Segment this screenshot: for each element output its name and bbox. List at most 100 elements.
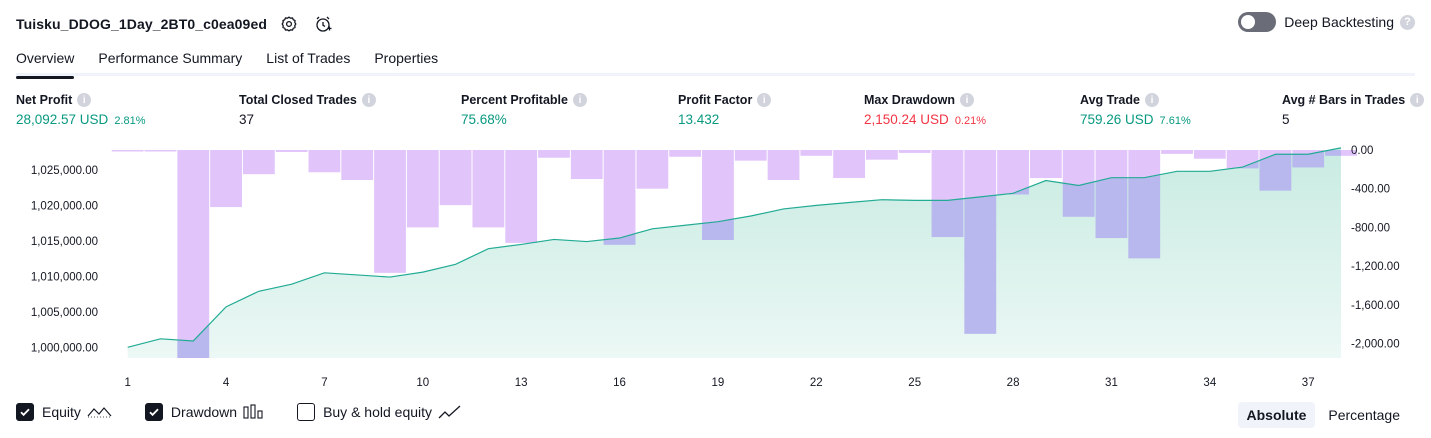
x-tick-label: 25 (908, 377, 921, 389)
info-icon[interactable]: i (1410, 93, 1425, 107)
info-icon[interactable]: i (757, 93, 772, 107)
settings-gear-icon[interactable] (277, 12, 301, 36)
metric-max-drawdown: Max Drawdown i 2,150.24 USD 0.21% (864, 93, 986, 127)
absolute-button[interactable]: Absolute (1237, 402, 1316, 428)
drawdown-bar (636, 150, 669, 189)
drawdown-tick-label: -2,000.00 (1351, 338, 1400, 350)
info-icon[interactable]: i (572, 93, 587, 107)
equity-polyline (127, 147, 1342, 348)
metric-value: 2,150.24 USD (864, 112, 949, 127)
x-tick-label: 10 (416, 377, 429, 389)
buy-hold-checkbox[interactable] (297, 403, 316, 421)
metric-label: Avg # Bars in Trades (1282, 93, 1406, 107)
drawdown-bar (669, 150, 702, 157)
trade-number-axis: 1 4 7 10 13 16 19 22 25 28 31 34 37 (124, 377, 1314, 389)
toggle-knob (1241, 15, 1256, 29)
drawdown-bar (210, 150, 242, 208)
drawdown-bar (833, 150, 866, 179)
info-icon[interactable]: i (77, 93, 92, 107)
metric-label: Max Drawdown (864, 93, 955, 107)
drawdown-bar (800, 150, 833, 156)
drawdown-bar (570, 150, 603, 180)
x-tick-label: 16 (613, 377, 626, 389)
info-icon[interactable]: i (361, 93, 376, 107)
drawdown-tick-label: -800.00 (1351, 222, 1390, 234)
equity-tick-label: 1,025,000.00 (31, 165, 98, 177)
drawdown-bar (603, 150, 636, 245)
drawdown-bar (406, 150, 439, 228)
x-tick-label: 37 (1302, 377, 1315, 389)
equity-line (127, 147, 1342, 348)
equity-drawdown-chart[interactable]: 1,000,000.00 1,005,000.00 1,010,000.00 1,01… (0, 140, 1431, 395)
report-tabs: Overview Performance Summary List of Tra… (16, 44, 1415, 79)
add-alert-clock-icon[interactable] (311, 12, 335, 36)
drawdown-tick-label: -1,200.00 (1351, 261, 1400, 273)
drawdown-bar (177, 150, 210, 358)
percentage-button[interactable]: Percentage (1328, 407, 1400, 423)
x-tick-label: 13 (515, 377, 528, 389)
drawdown-bar (374, 150, 406, 273)
tab-list-of-trades[interactable]: List of Trades (266, 50, 351, 66)
legend-label: Drawdown (170, 404, 238, 420)
drawdown-bar (341, 150, 374, 180)
equity-line-icon (87, 404, 113, 420)
legend-drawdown[interactable]: Drawdown (144, 403, 265, 421)
drawdown-bar (308, 150, 341, 173)
drawdown-overlap-bar (1325, 150, 1341, 156)
deep-backtesting-label: Deep Backtesting (1284, 14, 1394, 30)
help-icon[interactable]: ? (1400, 14, 1415, 30)
x-tick-label: 7 (321, 377, 327, 389)
equity-checkbox[interactable] (16, 403, 34, 421)
legend-label: Buy & hold equity (323, 404, 433, 420)
x-tick-label: 22 (810, 377, 823, 389)
x-tick-label: 34 (1203, 377, 1216, 389)
tab-overview[interactable]: Overview (16, 44, 75, 79)
equity-area (127, 147, 1341, 358)
drawdown-bar (111, 150, 144, 152)
legend-equity[interactable]: Equity (16, 403, 113, 421)
equity-tick-label: 1,015,000.00 (31, 236, 98, 248)
x-tick-label: 4 (223, 377, 230, 389)
info-icon[interactable]: i (960, 93, 974, 107)
drawdown-tick-label: -400.00 (1351, 184, 1390, 196)
tab-properties[interactable]: Properties (374, 50, 439, 66)
drawdown-bar (439, 150, 472, 206)
metric-percent: 0.21% (954, 115, 987, 127)
metric-percent: 7.61% (1159, 115, 1191, 127)
metrics-row: Net Profit i 28,092.57 USD 2.81% Total Clo… (0, 93, 1431, 133)
metric-value: 759.26 USD (1080, 112, 1154, 127)
drawdown-bar (1193, 150, 1226, 159)
equity-tick-label: 1,020,000.00 (31, 200, 98, 212)
drawdown-bar (734, 150, 767, 161)
drawdown-bar (1029, 150, 1062, 179)
equity-tick-label: 1,000,000.00 (31, 342, 98, 354)
equity-tick-label: 1,005,000.00 (31, 307, 98, 319)
metric-avg-bars-in-trades: Avg # Bars in Trades i 5 (1282, 93, 1425, 127)
metric-label: Avg Trade (1080, 93, 1140, 107)
metric-label: Percent Profitable (461, 93, 568, 107)
tab-performance-summary[interactable]: Performance Summary (98, 50, 243, 66)
drawdown-tick-label: -1,600.00 (1351, 300, 1400, 312)
metric-percent-profitable: Percent Profitable i 75.68% (461, 93, 587, 127)
strategy-title: Tuisku_DDOG_1Day_2BT0_c0ea09ed (16, 16, 267, 32)
metric-total-closed-trades: Total Closed Trades i 37 (239, 93, 376, 127)
metric-value: 13.432 (678, 112, 720, 127)
drawdown-bar (472, 150, 505, 228)
drawdown-bar (866, 150, 898, 160)
x-tick-label: 31 (1105, 377, 1118, 389)
drawdown-axis: 0.00 -400.00 -800.00 -1,200.00 -1,600.00 -2,0… (1351, 145, 1400, 350)
legend-buy-hold[interactable]: Buy & hold equity (297, 403, 462, 421)
metric-value: 37 (239, 112, 255, 127)
metric-percent: 2.81% (114, 115, 146, 127)
info-icon[interactable]: i (1144, 93, 1159, 107)
drawdown-checkbox[interactable] (144, 403, 163, 421)
drawdown-bar (275, 150, 308, 152)
x-tick-label: 19 (712, 377, 725, 389)
deep-backtesting-toggle[interactable] (1238, 12, 1277, 32)
metric-value: 75.68% (461, 112, 507, 127)
strategy-header: Tuisku_DDOG_1Day_2BT0_c0ea09ed Deep Back… (16, 10, 1415, 38)
equity-tick-label: 1,010,000.00 (31, 271, 98, 283)
drawdown-bar (1161, 150, 1193, 154)
metric-label: Total Closed Trades (239, 93, 357, 107)
equity-area-fill (127, 147, 1341, 358)
